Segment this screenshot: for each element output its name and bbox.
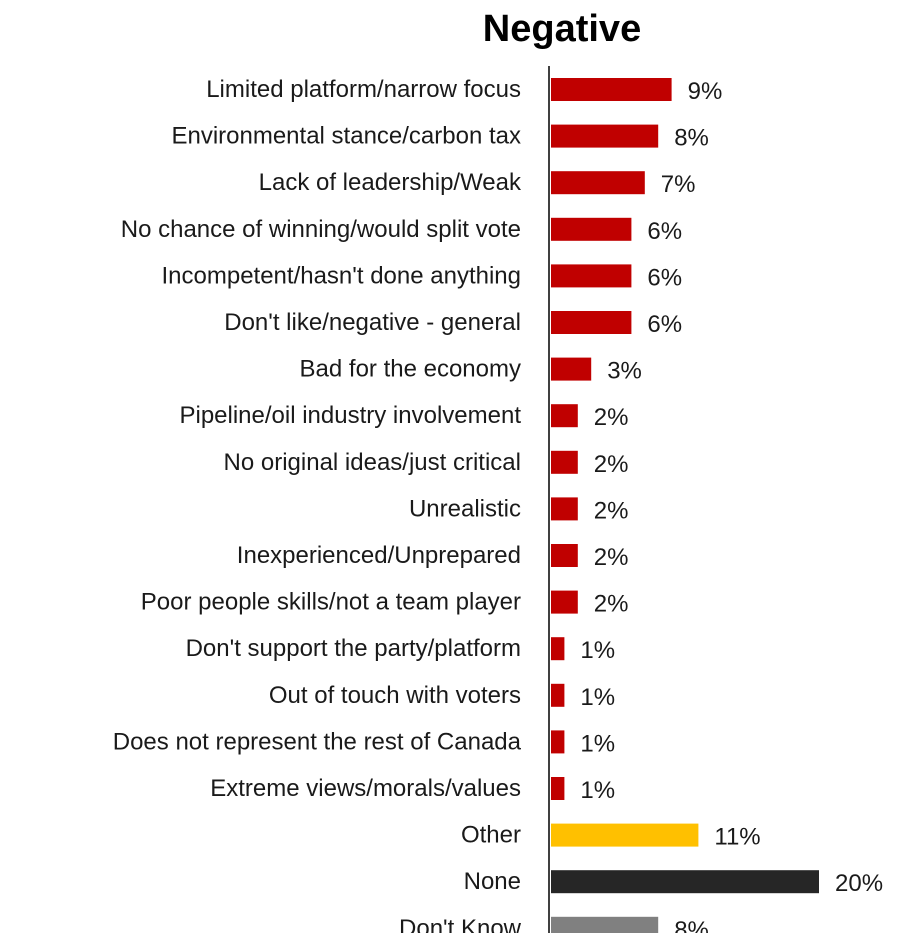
bar-no-original-ideas-just-critical bbox=[551, 450, 578, 474]
category-label-environmental-stance-carbon-tax: Environmental stance/carbon tax bbox=[171, 123, 521, 150]
value-label-out-of-touch-with-voters: 1% bbox=[580, 684, 615, 711]
category-label-don-t-know: Don't Know bbox=[399, 915, 522, 933]
value-label-don-t-know: 8% bbox=[674, 917, 709, 933]
value-label-does-not-represent-the-rest-of-canada: 1% bbox=[580, 730, 615, 757]
category-label-unrealistic: Unrealistic bbox=[409, 495, 521, 522]
bar-no-chance-of-winning-would-split-vote bbox=[551, 217, 632, 241]
category-labels: Limited platform/narrow focus Environment… bbox=[113, 76, 522, 933]
value-label-don-t-like-negative-general: 6% bbox=[647, 311, 682, 338]
value-label-no-chance-of-winning-would-split-vote: 6% bbox=[647, 218, 682, 245]
category-label-poor-people-skills-not-a-team-player: Poor people skills/not a team player bbox=[141, 589, 521, 616]
category-label-bad-for-the-economy: Bad for the economy bbox=[300, 356, 521, 383]
value-label-limited-platform-narrow-focus: 9% bbox=[688, 78, 723, 105]
value-label-environmental-stance-carbon-tax: 8% bbox=[674, 125, 709, 152]
category-label-other: Other bbox=[461, 822, 521, 849]
value-label-don-t-support-the-party-platform: 1% bbox=[580, 637, 615, 664]
value-label-none: 20% bbox=[835, 870, 883, 897]
bar-unrealistic bbox=[551, 497, 578, 521]
category-label-extreme-views-morals-values: Extreme views/morals/values bbox=[210, 775, 521, 802]
category-label-does-not-represent-the-rest-of-canada: Does not represent the rest of Canada bbox=[113, 728, 522, 755]
bar-none bbox=[551, 870, 819, 894]
category-label-no-original-ideas-just-critical: No original ideas/just critical bbox=[224, 449, 521, 476]
value-label-extreme-views-morals-values: 1% bbox=[580, 777, 615, 804]
bar-incompetent-hasn-t-done-anything bbox=[551, 264, 632, 288]
bar-inexperienced-unprepared bbox=[551, 544, 578, 567]
bar-environmental-stance-carbon-tax bbox=[551, 124, 659, 148]
category-label-don-t-like-negative-general: Don't like/negative - general bbox=[224, 309, 521, 336]
value-label-no-original-ideas-just-critical: 2% bbox=[594, 451, 629, 478]
value-label-other: 11% bbox=[714, 824, 760, 851]
bar-does-not-represent-the-rest-of-canada bbox=[551, 730, 565, 754]
category-label-no-chance-of-winning-would-split-vote: No chance of winning/would split vote bbox=[121, 216, 521, 243]
category-label-pipeline-oil-industry-involvement: Pipeline/oil industry involvement bbox=[179, 402, 521, 429]
category-label-incompetent-hasn-t-done-anything: Incompetent/hasn't done anything bbox=[161, 262, 521, 289]
category-label-lack-of-leadership-weak: Lack of leadership/Weak bbox=[259, 169, 522, 196]
bar-don-t-support-the-party-platform bbox=[551, 637, 565, 661]
value-label-bad-for-the-economy: 3% bbox=[607, 358, 642, 385]
bar-extreme-views-morals-values bbox=[551, 777, 565, 800]
chart-title: Negative bbox=[483, 8, 641, 50]
value-label-incompetent-hasn-t-done-anything: 6% bbox=[647, 264, 682, 291]
bar-bad-for-the-economy bbox=[551, 357, 592, 381]
bar-pipeline-oil-industry-involvement bbox=[551, 404, 578, 428]
bar-limited-platform-narrow-focus bbox=[551, 78, 672, 101]
bar-poor-people-skills-not-a-team-player bbox=[551, 590, 578, 614]
category-label-limited-platform-narrow-focus: Limited platform/narrow focus bbox=[206, 76, 521, 103]
value-label-pipeline-oil-industry-involvement: 2% bbox=[594, 404, 629, 431]
bar-don-t-know bbox=[551, 916, 659, 933]
bar-lack-of-leadership-weak bbox=[551, 171, 645, 195]
value-label-unrealistic: 2% bbox=[594, 497, 629, 524]
bar-other bbox=[551, 823, 699, 847]
bar-out-of-touch-with-voters bbox=[551, 683, 565, 707]
value-label-lack-of-leadership-weak: 7% bbox=[661, 171, 696, 198]
category-label-don-t-support-the-party-platform: Don't support the party/platform bbox=[186, 635, 521, 662]
value-label-inexperienced-unprepared: 2% bbox=[594, 544, 629, 571]
category-label-inexperienced-unprepared: Inexperienced/Unprepared bbox=[237, 542, 521, 569]
value-label-poor-people-skills-not-a-team-player: 2% bbox=[594, 591, 629, 618]
value-labels: 9%8%7%6%6%6%3%2%2%2%2%2%1%1%1%1%11%20%8% bbox=[580, 78, 883, 933]
category-label-out-of-touch-with-voters: Out of touch with voters bbox=[269, 682, 521, 709]
bar-don-t-like-negative-general bbox=[551, 311, 632, 334]
category-label-none: None bbox=[464, 868, 521, 895]
bars bbox=[551, 78, 819, 933]
